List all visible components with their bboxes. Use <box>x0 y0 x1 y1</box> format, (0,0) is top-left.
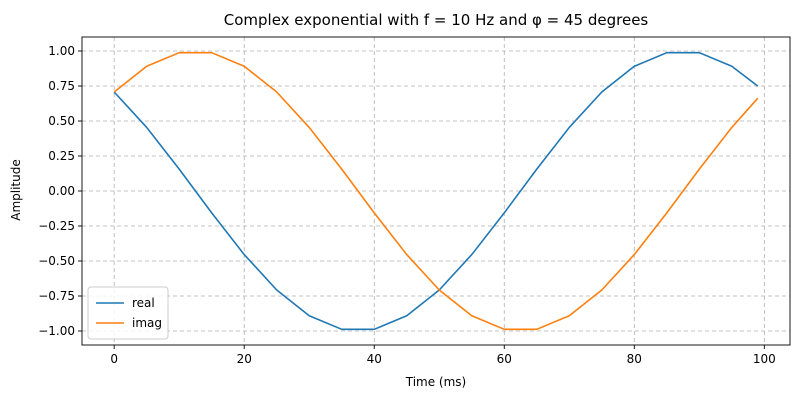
x-tick-label: 20 <box>237 352 252 366</box>
y-tick-label: 0.50 <box>48 114 75 128</box>
grid <box>82 37 790 345</box>
series-line-imag <box>113 51 759 331</box>
legend-box <box>87 286 169 340</box>
x-axis-ticks: 0 20 40 60 80 100 <box>110 345 776 366</box>
legend-label-imag: imag <box>132 316 162 330</box>
y-axis-label: Amplitude <box>9 159 23 221</box>
y-tick-label: −0.50 <box>38 254 75 268</box>
x-tick-label: 100 <box>753 352 776 366</box>
series-layer <box>113 51 759 331</box>
x-tick-label: 60 <box>497 352 512 366</box>
x-axis-label: Time (ms) <box>405 375 467 389</box>
y-tick-label: −1.00 <box>38 324 75 338</box>
legend-label-real: real <box>132 296 155 310</box>
x-tick-label: 40 <box>367 352 382 366</box>
y-tick-label: 0.25 <box>48 149 75 163</box>
y-tick-label: 0.75 <box>48 79 75 93</box>
y-tick-label: 0.00 <box>48 184 75 198</box>
x-tick-label: 80 <box>627 352 642 366</box>
legend: real imag <box>87 286 169 340</box>
chart-title: Complex exponential with f = 10 Hz and φ… <box>224 11 649 29</box>
y-tick-label: 1.00 <box>48 44 75 58</box>
y-tick-label: −0.75 <box>38 289 75 303</box>
x-tick-label: 0 <box>110 352 118 366</box>
y-tick-label: −0.25 <box>38 219 75 233</box>
y-axis-ticks: −1.00 −0.75 −0.50 −0.25 0.00 0.25 0.50 0.75 1.00 <box>38 44 82 338</box>
